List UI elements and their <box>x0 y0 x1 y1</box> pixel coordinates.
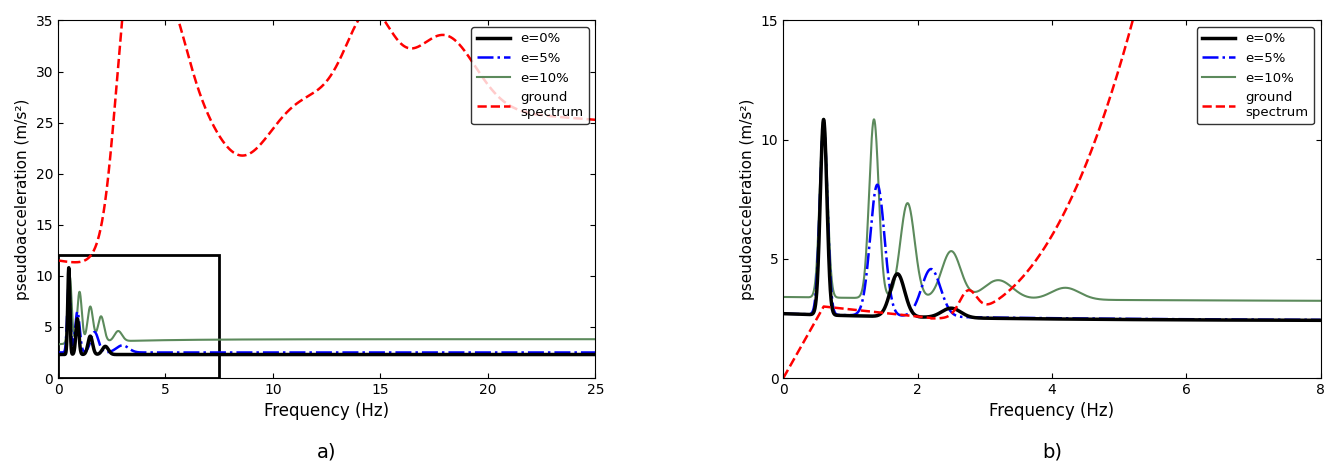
Y-axis label: pseudoacceleration (m/s²): pseudoacceleration (m/s²) <box>740 99 756 300</box>
Text: b): b) <box>1043 443 1061 461</box>
Legend: e=0%, e=5%, e=10%, ground
spectrum: e=0%, e=5%, e=10%, ground spectrum <box>1197 27 1315 124</box>
X-axis label: Frequency (Hz): Frequency (Hz) <box>989 402 1115 420</box>
Y-axis label: pseudoacceleration (m/s²): pseudoacceleration (m/s²) <box>15 99 29 300</box>
Legend: e=0%, e=5%, e=10%, ground
spectrum: e=0%, e=5%, e=10%, ground spectrum <box>472 27 588 124</box>
Text: a): a) <box>318 443 336 461</box>
X-axis label: Frequency (Hz): Frequency (Hz) <box>264 402 389 420</box>
Bar <box>58 255 220 378</box>
